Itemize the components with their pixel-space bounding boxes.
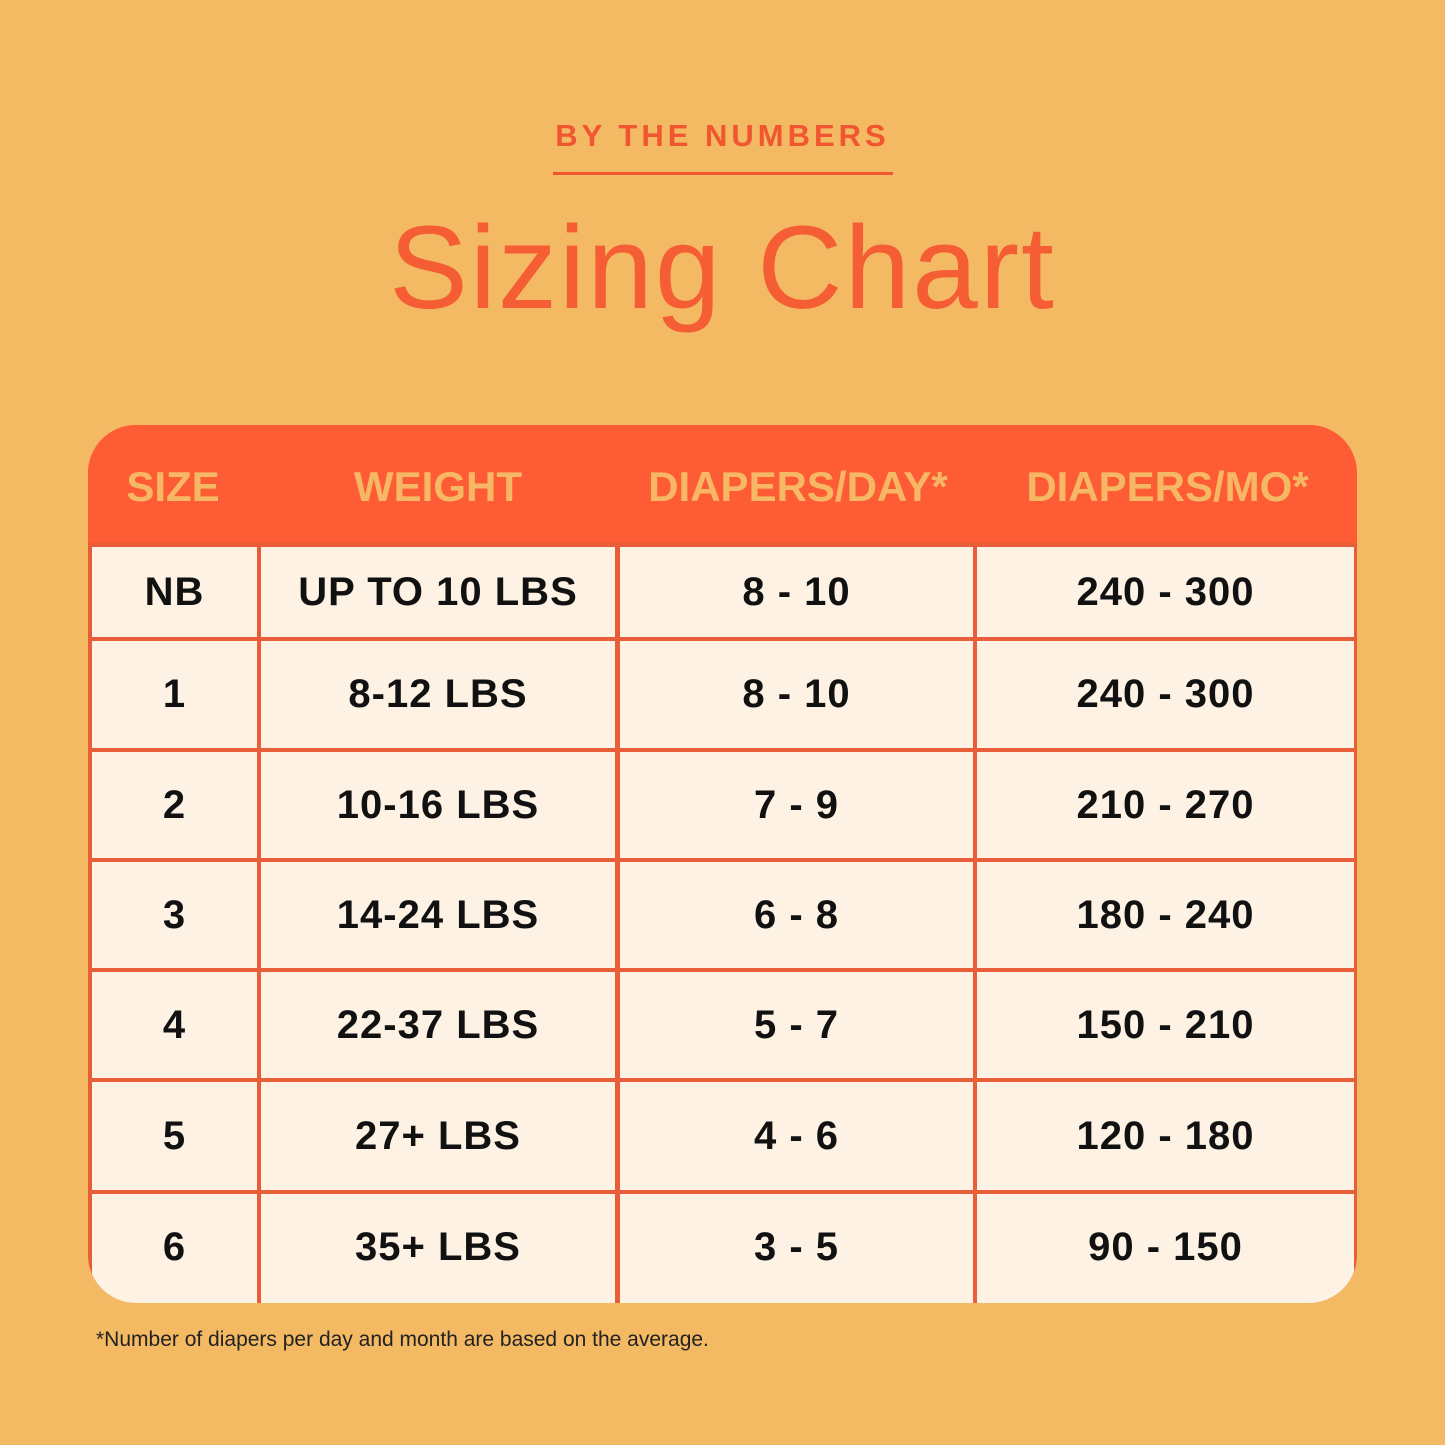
header-diapers-month: DIAPERS/MO*: [1026, 463, 1309, 510]
header-size: SIZE: [126, 463, 220, 510]
cell-weight: 22-37 LBS: [261, 972, 615, 1078]
kicker-underline: [553, 172, 893, 175]
cell-diapers-per-month: 150 - 210: [977, 972, 1354, 1078]
header-diapers-day: DIAPERS/DAY*: [648, 463, 948, 510]
cell-diapers-per-month: 90 - 150: [977, 1194, 1354, 1303]
cell-diapers-per-month: 180 - 240: [977, 862, 1354, 968]
cell-diapers-per-month: 120 - 180: [977, 1082, 1354, 1190]
cell-diapers-per-day: 8 - 10: [620, 547, 973, 637]
cell-size: 4: [92, 972, 257, 1078]
cell-diapers-per-month: 210 - 270: [977, 752, 1354, 858]
cell-diapers-per-day: 5 - 7: [620, 972, 973, 1078]
cell-diapers-per-day: 7 - 9: [620, 752, 973, 858]
cell-diapers-per-day: 8 - 10: [620, 641, 973, 748]
footnote: *Number of diapers per day and month are…: [96, 1328, 709, 1351]
header-weight: WEIGHT: [354, 463, 522, 510]
cell-diapers-per-day: 6 - 8: [620, 862, 973, 968]
sizing-table: SIZE WEIGHT DIAPERS/DAY* DIAPERS/MO* NB UP TO…: [88, 425, 1357, 1303]
cell-weight: 14-24 LBS: [261, 862, 615, 968]
cell-diapers-per-day: 3 - 5: [620, 1194, 973, 1303]
kicker-label: BY THE NUMBERS: [555, 118, 890, 153]
page-title: Sizing Chart: [389, 202, 1056, 334]
table-header: [88, 425, 1357, 543]
cell-size: 2: [92, 752, 257, 858]
cell-weight: 8-12 LBS: [261, 641, 615, 748]
cell-weight: UP TO 10 LBS: [261, 547, 615, 637]
cell-diapers-per-day: 4 - 6: [620, 1082, 973, 1190]
cell-weight: 27+ LBS: [261, 1082, 615, 1190]
cell-weight: 10-16 LBS: [261, 752, 615, 858]
cell-size: 1: [92, 641, 257, 748]
cell-size: 3: [92, 862, 257, 968]
cell-weight: 35+ LBS: [261, 1194, 615, 1303]
cell-size: 5: [92, 1082, 257, 1190]
cell-size: 6: [92, 1194, 257, 1303]
cell-size: NB: [92, 547, 257, 637]
cell-diapers-per-month: 240 - 300: [977, 547, 1354, 637]
cell-diapers-per-month: 240 - 300: [977, 641, 1354, 748]
